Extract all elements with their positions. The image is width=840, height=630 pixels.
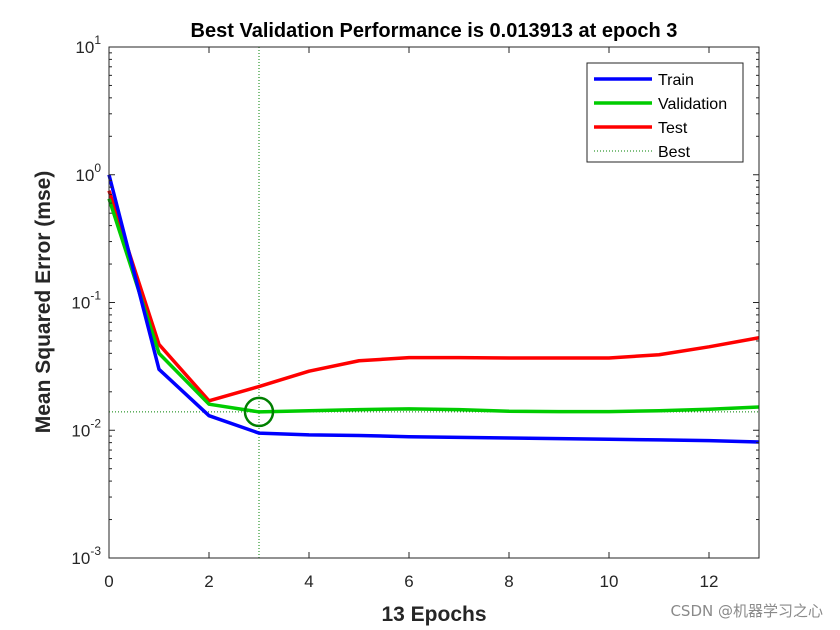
x-axis-label: 13 Epochs [381,603,486,626]
legend-label-best: Best [658,144,691,161]
x-tick-label: 12 [700,572,719,591]
watermark-text: CSDN @机器学习之心 [670,602,823,620]
y-tick-label: 100 [75,161,101,185]
x-tick-label: 6 [404,572,413,591]
y-axis-ticks: 10-3 10-2 10-1 100 101 [71,33,759,568]
x-tick-label: 8 [504,572,513,591]
x-tick-label: 4 [304,572,313,591]
best-reference-lines [109,47,759,558]
legend-label-test: Test [658,120,688,137]
legend-label-train: Train [658,72,694,89]
series-layer [107,174,760,444]
x-axis-ticks: 0 2 4 6 8 10 12 [104,47,718,591]
y-tick-label: 101 [75,33,101,57]
legend-label-validation: Validation [658,96,727,113]
y-axis-label: Mean Squared Error (mse) [32,171,55,434]
x-tick-label: 0 [104,572,113,591]
series-line-validation [107,198,760,414]
x-tick-label: 10 [600,572,619,591]
y-tick-label: 10-3 [71,544,101,568]
best-point-marker [243,396,275,428]
y-tick-label: 10-1 [71,289,101,313]
chart-title: Best Validation Performance is 0.013913 … [191,20,678,42]
x-tick-label: 2 [204,572,213,591]
legend: Train Validation Test Best [586,62,744,163]
best-marker-layer [243,396,275,428]
y-tick-label: 10-2 [71,416,101,440]
series-line-train [107,174,760,444]
series-line-test [107,190,760,403]
